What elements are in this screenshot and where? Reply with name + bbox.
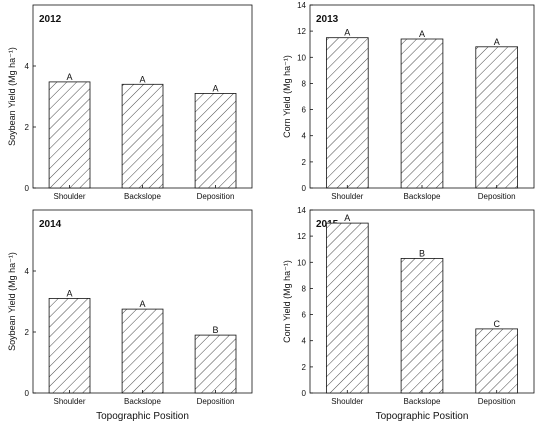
- bar-backslope: [400, 38, 444, 189]
- bar-backslope: [121, 83, 164, 189]
- y-tick-label: 4: [302, 337, 307, 346]
- x-tick-label: Deposition: [478, 397, 516, 406]
- panel-year-label: 2014: [39, 219, 62, 230]
- significance-letter: A: [344, 28, 350, 38]
- y-tick-label: 0: [25, 389, 30, 398]
- y-tick-label: 2: [302, 158, 307, 167]
- panel-year-label: 2012: [39, 14, 62, 25]
- y-tick-label: 0: [25, 184, 30, 193]
- y-tick-label: 2: [302, 363, 307, 372]
- y-tick-label: 0: [302, 389, 307, 398]
- y-tick-label: 4: [25, 62, 30, 71]
- panel-year-label: 2013: [316, 14, 339, 25]
- x-tick-label: Deposition: [478, 192, 516, 201]
- y-tick-label: 12: [297, 232, 306, 241]
- significance-letter: A: [66, 288, 72, 298]
- bar-deposition: [194, 334, 237, 394]
- significance-letter: A: [344, 213, 350, 223]
- bar-shoulder: [325, 37, 369, 189]
- x-tick-label: Shoulder: [53, 192, 85, 201]
- y-tick-label: 6: [302, 311, 307, 320]
- significance-letter: A: [494, 37, 500, 47]
- significance-letter: B: [212, 325, 218, 335]
- x-tick-label: Deposition: [197, 397, 235, 406]
- y-tick-label: 4: [25, 267, 30, 276]
- x-tick-label: Shoulder: [331, 397, 363, 406]
- panel-2015: 2015 Corn Yield (Mg ha⁻¹) Topographic Po…: [282, 206, 535, 422]
- x-axis-title: Topographic Position: [96, 411, 189, 422]
- y-tick-label: 2: [25, 328, 30, 337]
- bar-shoulder: [48, 81, 91, 189]
- x-axis-title: Topographic Position: [376, 411, 469, 422]
- panel-2012: 2012 Soybean Yield (Mg ha⁻¹) A A A 0 2 4 Sho…: [7, 4, 253, 201]
- significance-letter: B: [419, 248, 425, 258]
- x-tick-label: Deposition: [197, 192, 235, 201]
- x-tick-label: Backslope: [124, 192, 161, 201]
- y-tick-label: 12: [297, 27, 306, 36]
- significance-letter: A: [139, 74, 145, 84]
- y-tick-label: 4: [302, 132, 307, 141]
- y-tick-label: 10: [297, 258, 306, 267]
- significance-letter: A: [419, 29, 425, 39]
- significance-letter: A: [212, 83, 218, 93]
- y-tick-label: 14: [297, 206, 306, 215]
- significance-letter: C: [493, 319, 500, 329]
- y-tick-label: 10: [297, 53, 306, 62]
- bar-shoulder: [325, 222, 369, 394]
- bar-deposition: [475, 46, 518, 189]
- x-tick-label: Shoulder: [331, 192, 363, 201]
- significance-letter: A: [66, 72, 72, 82]
- panel-2014: 2014 Soybean Yield (Mg ha⁻¹) Topographic…: [7, 209, 253, 422]
- y-tick-label: 0: [302, 184, 307, 193]
- y-axis-label: Corn Yield (Mg ha⁻¹): [282, 260, 292, 343]
- significance-letter: A: [139, 299, 145, 309]
- y-tick-label: 14: [297, 1, 306, 10]
- x-tick-label: Backslope: [404, 192, 441, 201]
- y-tick-label: 6: [302, 106, 307, 115]
- panel-2013: 2013 Corn Yield (Mg ha⁻¹) A A A 0 2 4 6 8 10 12 1…: [282, 1, 535, 201]
- bar-deposition: [194, 93, 237, 189]
- y-axis-label: Soybean Yield (Mg ha⁻¹): [7, 47, 17, 146]
- y-tick-label: 8: [302, 284, 307, 293]
- bar-deposition: [475, 328, 518, 394]
- bar-shoulder: [48, 297, 91, 394]
- y-axis-label: Corn Yield (Mg ha⁻¹): [282, 55, 292, 138]
- bar-backslope: [400, 257, 444, 394]
- y-tick-label: 8: [302, 79, 307, 88]
- x-tick-label: Backslope: [124, 397, 161, 406]
- x-tick-label: Backslope: [404, 397, 441, 406]
- x-tick-label: Shoulder: [53, 397, 85, 406]
- bar-backslope: [121, 308, 164, 394]
- y-axis-label: Soybean Yield (Mg ha⁻¹): [7, 252, 17, 351]
- y-tick-label: 2: [25, 123, 30, 132]
